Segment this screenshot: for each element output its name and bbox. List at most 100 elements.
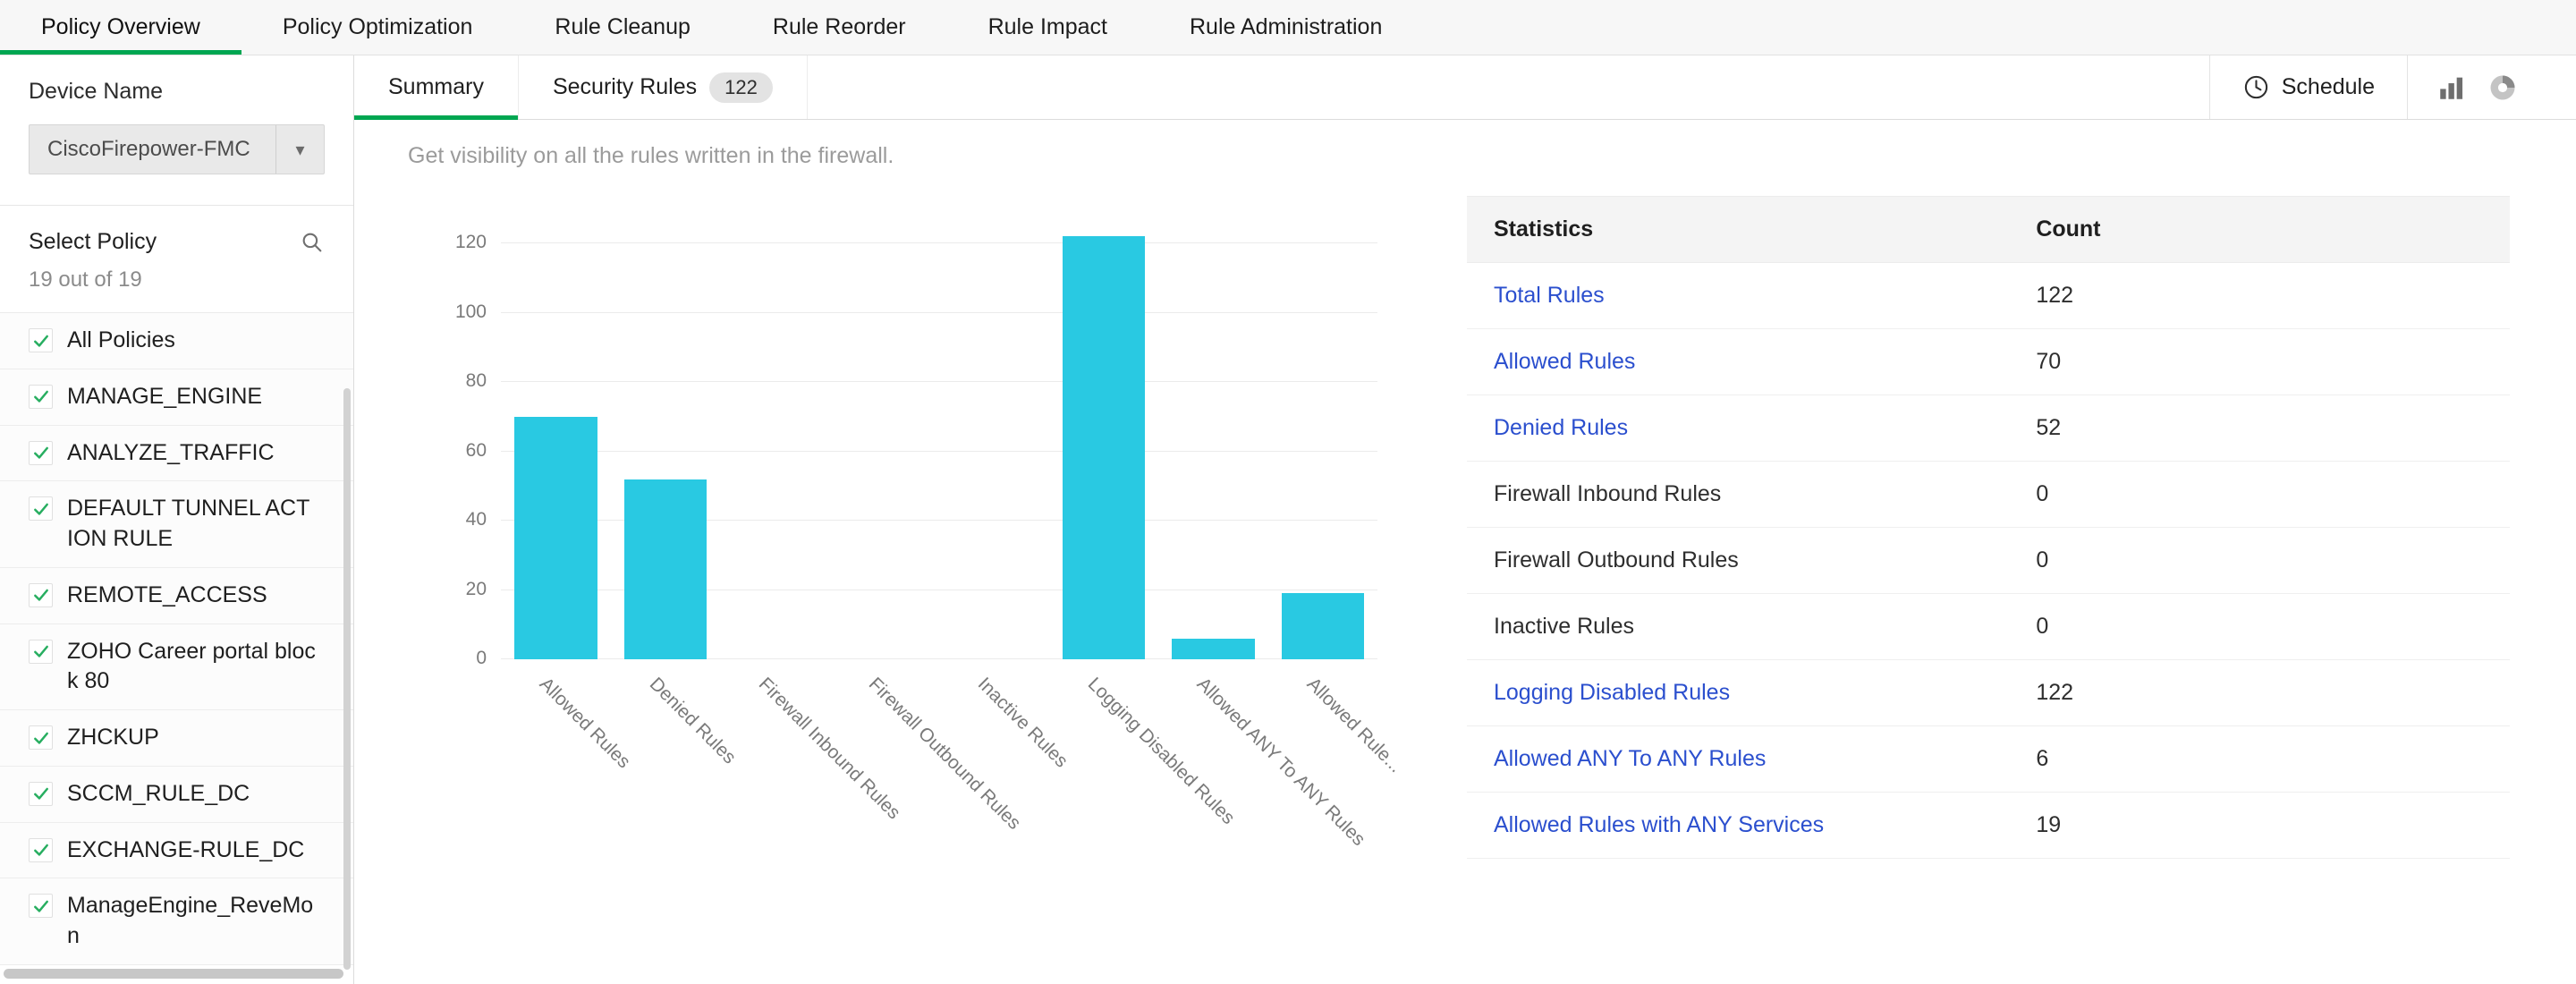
stats-link[interactable]: Allowed Rules bbox=[1494, 349, 1636, 374]
policy-item-remote-access[interactable]: REMOTE_ACCESS bbox=[0, 567, 353, 624]
x-tick-label: Inactive Rules bbox=[973, 674, 1072, 772]
bar-allowed-rule[interactable] bbox=[1281, 593, 1364, 659]
stats-link[interactable]: Logging Disabled Rules bbox=[1494, 680, 1731, 705]
checkbox-checked-icon[interactable] bbox=[29, 328, 53, 352]
device-select[interactable]: CiscoFirepower-FMC ▾ bbox=[29, 124, 325, 174]
bar-logging-disabled-rules[interactable] bbox=[1062, 236, 1145, 659]
checkbox-checked-icon[interactable] bbox=[29, 582, 53, 607]
tab-security-rules[interactable]: Security Rules 122 bbox=[519, 55, 808, 119]
search-icon[interactable] bbox=[300, 230, 325, 255]
chevron-down-icon[interactable]: ▾ bbox=[275, 125, 324, 174]
y-tick-label: 120 bbox=[454, 232, 487, 252]
gridline bbox=[501, 311, 1377, 313]
policy-label: ZHCKUP bbox=[67, 725, 159, 750]
main-panel: Summary Security Rules 122 Schedule bbox=[354, 55, 2576, 984]
sidebar: Device Name CiscoFirepower-FMC ▾ Select … bbox=[0, 55, 354, 984]
stats-link[interactable]: Allowed Rules with ANY Services bbox=[1494, 812, 1825, 837]
policy-item-sccm-rule-dc[interactable]: SCCM_RULE_DC bbox=[0, 766, 353, 823]
x-tick-label: Allowed Rules bbox=[535, 674, 635, 773]
policy-head: Select Policy 19 out of 19 bbox=[0, 206, 353, 312]
policy-item-zhckup[interactable]: ZHCKUP bbox=[0, 710, 353, 767]
checkbox-checked-icon[interactable] bbox=[29, 781, 53, 806]
policy-item-manage-engine[interactable]: MANAGE_ENGINE bbox=[0, 369, 353, 426]
tab-count-badge: 122 bbox=[709, 72, 773, 103]
schedule-button[interactable]: Schedule bbox=[2210, 55, 2407, 119]
stats-label: Inactive Rules bbox=[1494, 614, 1635, 639]
gridline bbox=[501, 242, 1377, 243]
nav-tab-rule-cleanup[interactable]: Rule Cleanup bbox=[555, 14, 691, 39]
checkbox-checked-icon[interactable] bbox=[29, 894, 53, 919]
checkbox-checked-icon[interactable] bbox=[29, 384, 53, 409]
nav-tab-rule-administration[interactable]: Rule Administration bbox=[1189, 14, 1383, 39]
bar-denied-rules[interactable] bbox=[623, 479, 707, 659]
policy-item-all-policies[interactable]: All Policies bbox=[0, 313, 353, 369]
gridline bbox=[501, 381, 1377, 382]
policy-item-exchange-rule-dc[interactable]: EXCHANGE-RULE_DC bbox=[0, 822, 353, 879]
stats-count: 122 bbox=[2009, 659, 2510, 726]
policy-list: All Policies MANAGE_ENGINE ANALYZE_TRAFFIC… bbox=[0, 312, 353, 965]
policy-label: REMOTE_ACCESS bbox=[67, 581, 267, 607]
y-tick-label: 80 bbox=[465, 370, 487, 391]
nav-tab-policy-overview[interactable]: Policy Overview bbox=[0, 0, 242, 55]
tab-label: Security Rules bbox=[552, 74, 698, 99]
stats-count: 0 bbox=[2009, 527, 2510, 594]
policy-item-default-tunnel-action-rule[interactable]: DEFAULT TUNNEL ACTION RULE bbox=[0, 481, 353, 568]
tab-label: Summary bbox=[388, 74, 484, 99]
divider bbox=[2208, 55, 2210, 119]
stats-link[interactable]: Allowed ANY To ANY Rules bbox=[1494, 746, 1767, 771]
nav-tab-rule-impact[interactable]: Rule Impact bbox=[987, 14, 1107, 39]
stats-table: Statistics Count Total Rules 122 Allowed R… bbox=[1467, 196, 2510, 859]
chart-type-toggles bbox=[2408, 72, 2519, 104]
policy-label: ANALYZE_TRAFFIC bbox=[67, 439, 275, 465]
stats-count: 19 bbox=[2009, 792, 2510, 859]
policy-label: DEFAULT TUNNEL ACTION RULE bbox=[67, 496, 310, 551]
tab-summary[interactable]: Summary bbox=[354, 55, 519, 120]
rules-bar-chart: 0 20 40 60 80 100 120 Allowed Rules Denied Rule… bbox=[408, 196, 1406, 876]
nav-tab-policy-optimization[interactable]: Policy Optimization bbox=[282, 14, 473, 39]
checkbox-checked-icon[interactable] bbox=[29, 837, 53, 862]
policy-label: All Policies bbox=[67, 327, 175, 352]
stats-row-denied-rules: Denied Rules 52 bbox=[1467, 394, 2510, 462]
policy-item-analyze-traffic[interactable]: ANALYZE_TRAFFIC bbox=[0, 425, 353, 482]
checkbox-checked-icon[interactable] bbox=[29, 440, 53, 465]
checkbox-checked-icon[interactable] bbox=[29, 725, 53, 750]
main-tabs: Summary Security Rules 122 bbox=[354, 55, 808, 120]
policy-label: MANAGE_ENGINE bbox=[67, 383, 263, 409]
device-name-label: Device Name bbox=[29, 79, 164, 104]
policy-label: SCCM_RULE_DC bbox=[67, 780, 250, 806]
content: Device Name CiscoFirepower-FMC ▾ Select … bbox=[0, 55, 2576, 984]
bar-chart-icon[interactable] bbox=[2436, 72, 2467, 103]
policy-item-zoho-career-portal-block-80[interactable]: ZOHO Career portal block 80 bbox=[0, 623, 353, 710]
stats-count: 52 bbox=[2009, 394, 2510, 462]
summary-subtitle: Get visibility on all the rules written … bbox=[408, 143, 894, 168]
y-tick-label: 0 bbox=[476, 648, 487, 668]
y-tick-label: 100 bbox=[454, 301, 487, 322]
x-axis-labels: Allowed Rules Denied Rules Firewall Inboun… bbox=[501, 674, 1406, 876]
stats-count: 6 bbox=[2009, 725, 2510, 793]
bar-allowed-any-to-any-rules[interactable] bbox=[1172, 638, 1255, 659]
policy-label: ManageEngine_ReveMon bbox=[67, 893, 314, 948]
checkbox-checked-icon[interactable] bbox=[29, 639, 53, 664]
stats-header-statistics: Statistics bbox=[1467, 196, 2010, 263]
horizontal-scrollbar[interactable] bbox=[4, 969, 343, 979]
bar-allowed-rules[interactable] bbox=[514, 416, 597, 659]
checkbox-checked-icon[interactable] bbox=[29, 496, 53, 522]
stats-label: Firewall Outbound Rules bbox=[1494, 547, 1739, 573]
stats-link[interactable]: Total Rules bbox=[1494, 283, 1605, 308]
x-tick-label: Denied Rules bbox=[645, 674, 740, 768]
y-axis-labels: 0 20 40 60 80 100 120 bbox=[408, 230, 487, 667]
clock-icon bbox=[2242, 73, 2270, 101]
device-section: Device Name CiscoFirepower-FMC ▾ bbox=[0, 55, 353, 206]
policy-item-manageengine-revemon[interactable]: ManageEngine_ReveMon bbox=[0, 878, 353, 965]
stats-row-inactive-rules: Inactive Rules 0 bbox=[1467, 593, 2510, 660]
pie-chart-icon[interactable] bbox=[2487, 72, 2519, 104]
stats-count: 122 bbox=[2009, 262, 2510, 329]
y-tick-label: 40 bbox=[465, 509, 487, 530]
vertical-scrollbar[interactable] bbox=[343, 388, 351, 970]
stats-link[interactable]: Denied Rules bbox=[1494, 415, 1629, 440]
stats-row-allowed-rules-with-any-services: Allowed Rules with ANY Services 19 bbox=[1467, 792, 2510, 859]
policy-label: ZOHO Career portal block 80 bbox=[67, 638, 316, 694]
device-select-value: CiscoFirepower-FMC bbox=[47, 137, 250, 161]
nav-tab-rule-reorder[interactable]: Rule Reorder bbox=[772, 14, 906, 39]
x-tick-label: Allowed Rule... bbox=[1302, 674, 1406, 777]
